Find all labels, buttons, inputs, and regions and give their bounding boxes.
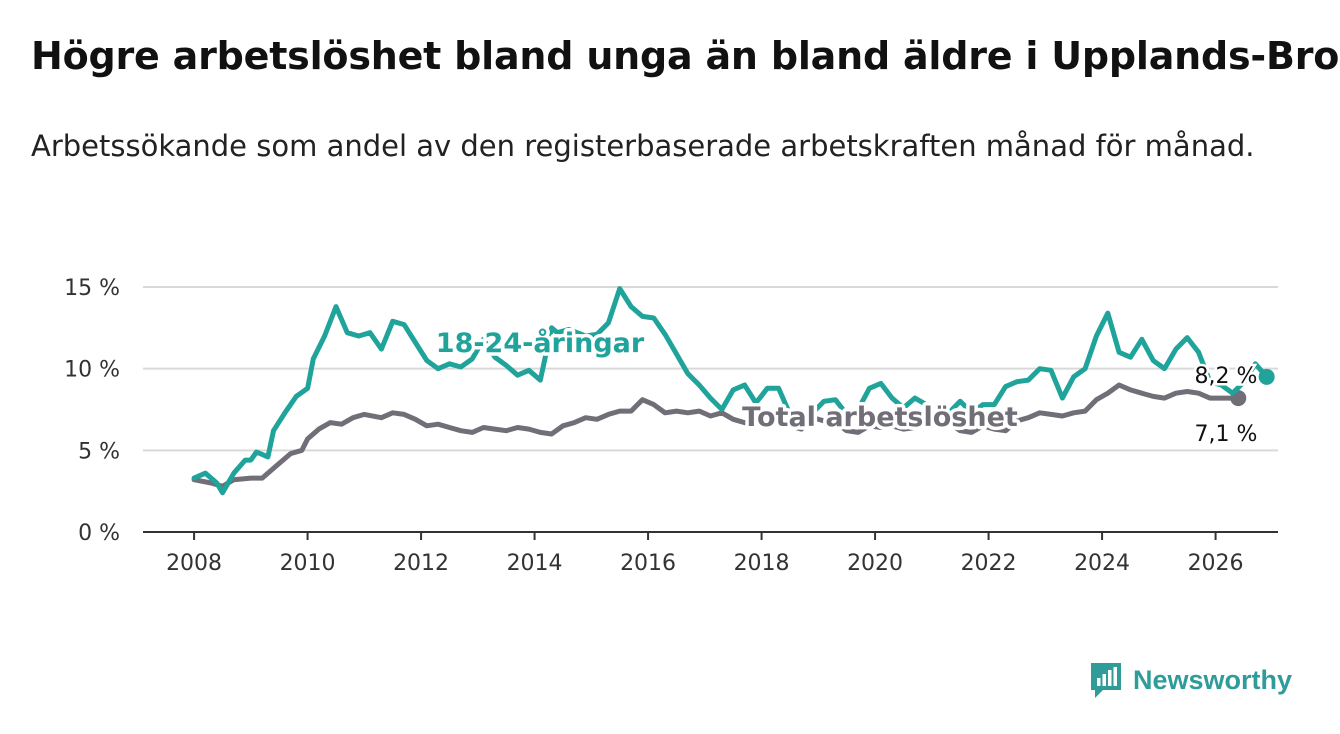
end-label-total: 8,2 % bbox=[1195, 364, 1258, 389]
x-tick-label: 2024 bbox=[1074, 551, 1130, 576]
x-tick-label: 2026 bbox=[1188, 551, 1244, 576]
y-tick-label: 15 % bbox=[64, 276, 120, 301]
x-tick-label: 2012 bbox=[393, 551, 449, 576]
end-label-18-24: 7,1 % bbox=[1195, 422, 1258, 447]
y-tick-label: 5 % bbox=[78, 439, 120, 464]
x-tick-label: 2014 bbox=[507, 551, 563, 576]
series-label-total: Total arbetslöshet bbox=[742, 402, 1018, 433]
y-tick-label: 0 % bbox=[78, 521, 120, 546]
newsworthy-logo: Newsworthy bbox=[1089, 660, 1292, 700]
series-group bbox=[191, 286, 1275, 496]
chart-subtitle: Arbetssökande som andel av den registerb… bbox=[31, 129, 1255, 163]
x-tick-label: 2022 bbox=[961, 551, 1017, 576]
series-label-18-24: 18-24-åringar bbox=[436, 327, 645, 359]
series-line-total bbox=[191, 382, 1241, 489]
y-axis: 0 % 5 % 10 % 15 % bbox=[64, 276, 120, 546]
end-point-18-24 bbox=[1258, 368, 1275, 385]
chart-title: Högre arbetslöshet bland unga än bland ä… bbox=[31, 34, 1340, 78]
y-tick-label: 10 % bbox=[64, 358, 120, 383]
series-labels: Total arbetslöshet 18-24-åringar 8,2 % 7,1 … bbox=[432, 324, 1260, 450]
brand-name: Newsworthy bbox=[1133, 664, 1293, 695]
x-tick-label: 2010 bbox=[280, 551, 336, 576]
x-tick-label: 2008 bbox=[166, 551, 222, 576]
x-tick-label: 2018 bbox=[734, 551, 790, 576]
series-line-18-24 bbox=[191, 286, 1270, 496]
x-tick-label: 2020 bbox=[847, 551, 903, 576]
gridlines bbox=[143, 286, 1278, 452]
x-tick-label: 2016 bbox=[620, 551, 676, 576]
bar-chart-icon bbox=[1091, 663, 1121, 698]
x-axis: 2008 2010 2012 2014 2016 2018 2020 2022 2024 2026 bbox=[143, 531, 1278, 576]
